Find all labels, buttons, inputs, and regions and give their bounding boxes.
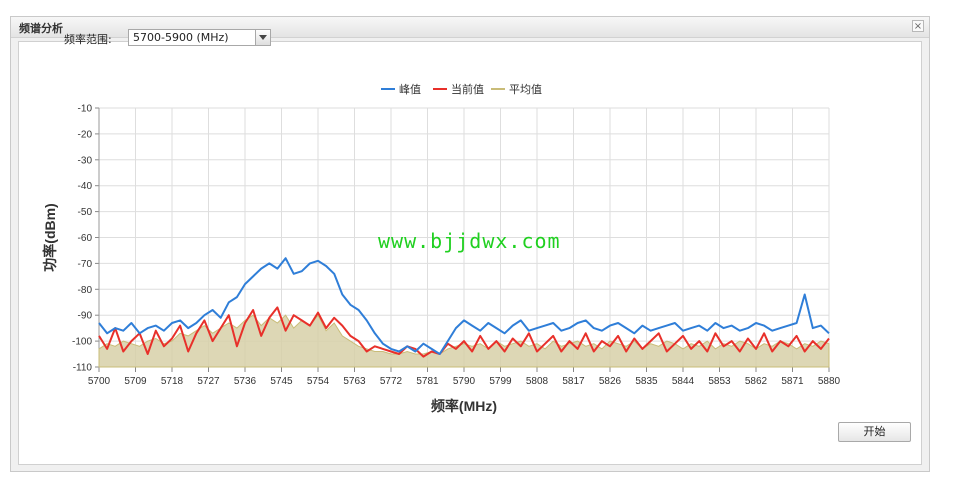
x-tick-label: 5826	[599, 376, 622, 387]
x-tick-label: 5871	[781, 376, 804, 387]
y-tick-label: -10	[78, 104, 93, 115]
y-tick-label: -70	[78, 259, 93, 270]
y-tick-label: -60	[78, 233, 93, 244]
x-tick-label: 5763	[343, 376, 366, 387]
y-tick-label: -30	[78, 155, 93, 166]
y-tick-label: -80	[78, 285, 93, 296]
x-tick-label: 5754	[307, 376, 330, 387]
x-tick-label: 5790	[453, 376, 476, 387]
x-tick-label: 5808	[526, 376, 549, 387]
legend-item: 平均值	[509, 83, 542, 96]
x-tick-label: 5772	[380, 376, 403, 387]
y-axis-title: 功率(dBm)	[42, 203, 58, 271]
close-icon[interactable]: ×	[912, 20, 924, 32]
x-tick-label: 5880	[818, 376, 841, 387]
y-tick-label: -110	[73, 363, 93, 374]
x-tick-label: 5745	[270, 376, 293, 387]
chevron-down-icon[interactable]	[255, 30, 270, 45]
frequency-range-select[interactable]: 5700-5900 (MHz)	[128, 29, 271, 46]
frequency-range-value: 5700-5900 (MHz)	[133, 31, 229, 44]
x-axis-title: 频率(MHz)	[431, 398, 497, 414]
watermark: www.bjjdwx.com	[378, 229, 561, 253]
x-tick-label: 5781	[416, 376, 439, 387]
x-tick-label: 5700	[88, 376, 111, 387]
x-tick-label: 5718	[161, 376, 184, 387]
x-tick-label: 5844	[672, 376, 695, 387]
x-tick-label: 5862	[745, 376, 768, 387]
series-peak-line	[98, 257, 830, 355]
y-tick-label: -20	[78, 129, 93, 140]
series-current-line	[98, 306, 830, 358]
x-tick-label: 5727	[197, 376, 220, 387]
start-button[interactable]: 开始	[838, 422, 911, 442]
legend-item: 峰值	[399, 83, 421, 96]
window-title: 频谱分析	[19, 22, 63, 35]
x-tick-label: 5835	[635, 376, 658, 387]
y-tick-label: -50	[78, 207, 93, 218]
x-tick-label: 5799	[489, 376, 512, 387]
x-tick-label: 5853	[708, 376, 731, 387]
frequency-range-label: 频率范围:	[64, 33, 112, 46]
y-tick-label: -90	[78, 311, 93, 322]
x-tick-label: 5817	[562, 376, 585, 387]
x-tick-label: 5709	[124, 376, 147, 387]
y-tick-label: -40	[78, 181, 93, 192]
y-tick-label: -100	[72, 337, 92, 348]
legend-item: 当前值	[451, 82, 484, 96]
x-tick-label: 5736	[234, 376, 257, 387]
